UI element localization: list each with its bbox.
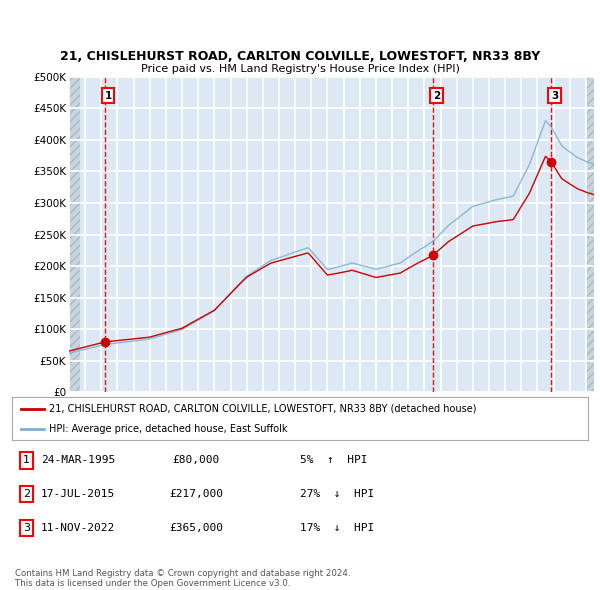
Text: 2: 2 bbox=[23, 489, 30, 499]
Text: 21, CHISLEHURST ROAD, CARLTON COLVILLE, LOWESTOFT, NR33 8BY (detached house): 21, CHISLEHURST ROAD, CARLTON COLVILLE, … bbox=[49, 404, 477, 414]
Text: Contains HM Land Registry data © Crown copyright and database right 2024.
This d: Contains HM Land Registry data © Crown c… bbox=[15, 569, 350, 588]
Text: 17-JUL-2015: 17-JUL-2015 bbox=[41, 489, 115, 499]
Text: 5%  ↑  HPI: 5% ↑ HPI bbox=[300, 455, 367, 466]
Text: £365,000: £365,000 bbox=[169, 523, 223, 533]
Text: 24-MAR-1995: 24-MAR-1995 bbox=[41, 455, 115, 466]
Text: 11-NOV-2022: 11-NOV-2022 bbox=[41, 523, 115, 533]
Text: 21, CHISLEHURST ROAD, CARLTON COLVILLE, LOWESTOFT, NR33 8BY: 21, CHISLEHURST ROAD, CARLTON COLVILLE, … bbox=[60, 50, 540, 63]
Text: 3: 3 bbox=[551, 91, 558, 101]
Text: Price paid vs. HM Land Registry's House Price Index (HPI): Price paid vs. HM Land Registry's House … bbox=[140, 64, 460, 74]
Text: HPI: Average price, detached house, East Suffolk: HPI: Average price, detached house, East… bbox=[49, 424, 288, 434]
Text: 2: 2 bbox=[433, 91, 440, 101]
FancyBboxPatch shape bbox=[69, 77, 80, 392]
Text: 27%  ↓  HPI: 27% ↓ HPI bbox=[300, 489, 374, 499]
Text: 1: 1 bbox=[23, 455, 30, 466]
Text: £217,000: £217,000 bbox=[169, 489, 223, 499]
Text: £80,000: £80,000 bbox=[173, 455, 220, 466]
Text: 1: 1 bbox=[104, 91, 112, 101]
FancyBboxPatch shape bbox=[586, 77, 594, 392]
Text: 17%  ↓  HPI: 17% ↓ HPI bbox=[300, 523, 374, 533]
Text: 3: 3 bbox=[23, 523, 30, 533]
